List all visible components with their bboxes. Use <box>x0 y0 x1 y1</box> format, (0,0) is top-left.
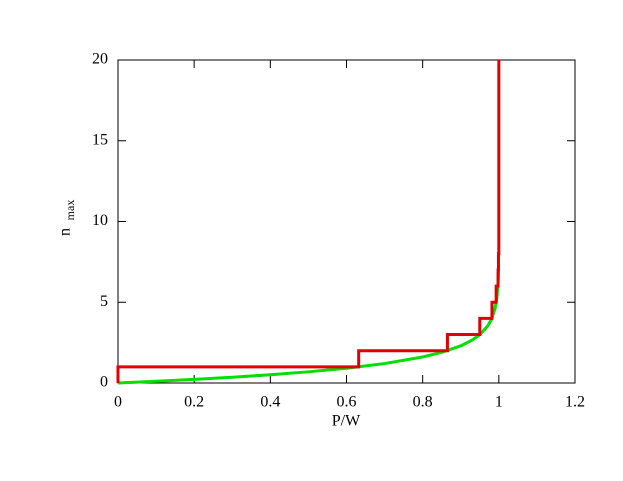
series-line <box>117 271 500 385</box>
x-tick-label: 0.2 <box>184 394 204 411</box>
y-axis-label-group: n max <box>57 200 77 236</box>
x-tick-label: 0.4 <box>260 394 280 411</box>
series-line <box>116 60 501 383</box>
x-tick-label: 1 <box>495 394 503 411</box>
x-tick-label: 0.8 <box>413 394 433 411</box>
y-tick-label: 5 <box>100 293 108 310</box>
y-tick-label: 15 <box>92 131 108 148</box>
x-tick-label: 0 <box>114 394 122 411</box>
x-axis-label: P/W <box>332 413 361 430</box>
y-axis-label: n <box>57 228 74 236</box>
y-tick-label: 0 <box>100 374 108 391</box>
plot-frame <box>117 59 576 384</box>
y-tick-label: 10 <box>92 212 108 229</box>
x-tick-label: 0.6 <box>337 394 357 411</box>
x-tick-label: 1.2 <box>565 394 585 411</box>
y-axis-label-subscript: max <box>63 200 77 221</box>
y-tick-label: 20 <box>92 51 108 68</box>
